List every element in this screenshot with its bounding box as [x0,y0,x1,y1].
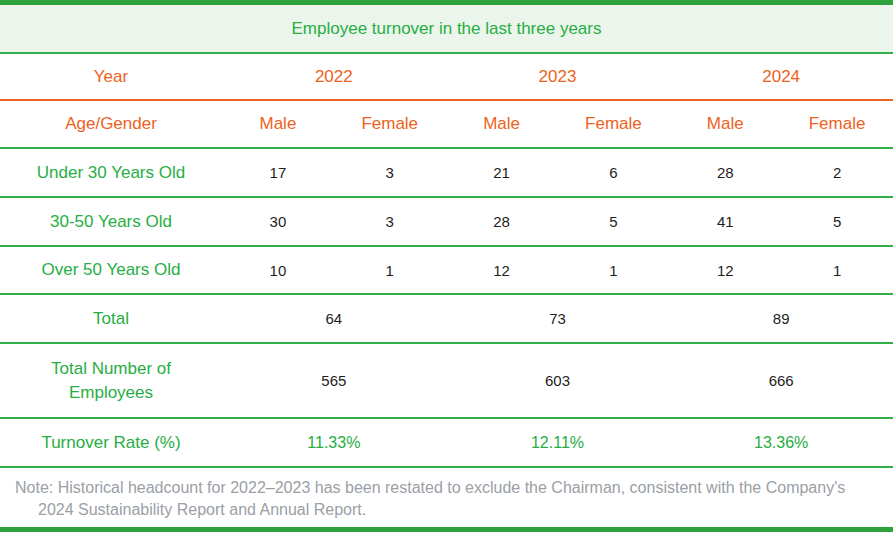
turnover-rate-2024: 13.36% [669,434,893,452]
age-gender-header-label: Age/Gender [0,114,222,134]
table-title-row: Employee turnover in the last three year… [0,5,893,54]
row-label-turnover-rate: Turnover Rate (%) [0,433,222,453]
data-cell: 6 [558,164,670,181]
employees-2022: 565 [222,372,446,389]
year-2024-header: 2024 [669,67,893,87]
total-2023: 73 [446,310,670,327]
data-cell: 30 [222,213,334,230]
bottom-spacer [0,532,893,535]
year-2022-header: 2022 [222,67,446,87]
turnover-rate-2023: 12.11% [446,434,670,452]
data-cell: 1 [781,262,893,279]
total-2022: 64 [222,310,446,327]
row-label-over-50: Over 50 Years Old [0,260,222,280]
footnote: Note: Historical headcount for 2022–2023… [0,468,893,527]
gender-header-2023-female: Female [558,114,670,134]
year-header-label: Year [0,67,222,87]
gender-header-2024-female: Female [781,114,893,134]
data-cell: 41 [669,213,781,230]
row-label-under-30: Under 30 Years Old [0,163,222,183]
gender-header-2022-female: Female [334,114,446,134]
data-cell: 17 [222,164,334,181]
data-cell: 12 [446,262,558,279]
employee-turnover-table: Employee turnover in the last three year… [0,0,893,553]
row-label-total: Total [0,309,222,329]
data-cell: 21 [446,164,558,181]
year-2023-header: 2023 [446,67,670,87]
data-cell: 28 [669,164,781,181]
data-cell: 10 [222,262,334,279]
data-cell: 5 [781,213,893,230]
table-row-30-50: 30-50 Years Old 30 3 28 5 41 5 [0,198,893,247]
gender-header-2024-male: Male [669,114,781,134]
employees-2024: 666 [669,372,893,389]
data-cell: 2 [781,164,893,181]
table-title: Employee turnover in the last three year… [292,19,602,39]
data-cell: 28 [446,213,558,230]
year-header-row: Year 2022 2023 2024 [0,54,893,101]
total-2024: 89 [669,310,893,327]
employees-2023: 603 [446,372,670,389]
data-cell: 12 [669,262,781,279]
table-row-total-employees: Total Number of Employees 565 603 666 [0,344,893,419]
table-row-turnover-rate: Turnover Rate (%) 11.33% 12.11% 13.36% [0,419,893,468]
table-row-under-30: Under 30 Years Old 17 3 21 6 28 2 [0,149,893,198]
gender-header-2023-male: Male [446,114,558,134]
age-gender-header-row: Age/Gender Male Female Male Female Male … [0,101,893,149]
data-cell: 1 [558,262,670,279]
row-label-total-employees: Total Number of Employees [0,357,222,405]
row-label-30-50: 30-50 Years Old [0,212,222,232]
gender-header-2022-male: Male [222,114,334,134]
data-cell: 3 [334,164,446,181]
data-cell: 5 [558,213,670,230]
data-cell: 1 [334,262,446,279]
table-row-total: Total 64 73 89 [0,295,893,344]
turnover-rate-2022: 11.33% [222,434,446,452]
table-row-over-50: Over 50 Years Old 10 1 12 1 12 1 [0,247,893,295]
data-cell: 3 [334,213,446,230]
